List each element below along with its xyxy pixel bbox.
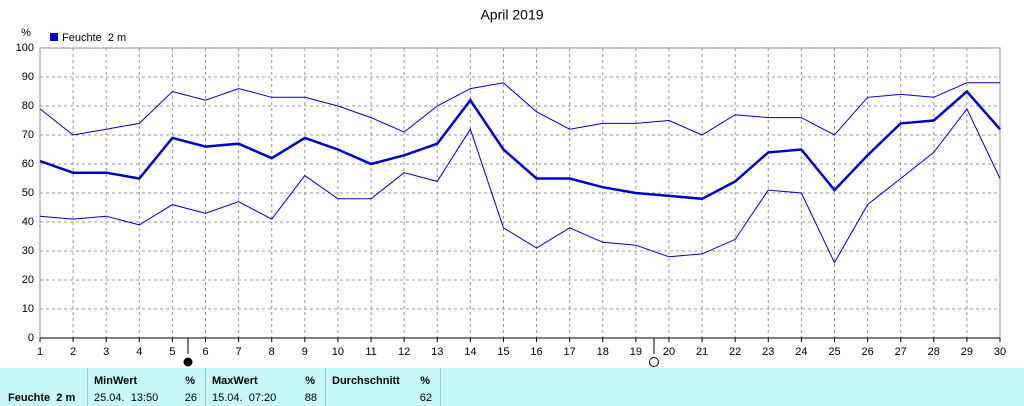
data-line (39, 107, 1001, 264)
x-tick-label: 7 (236, 346, 242, 358)
stat-cell: Durchschnitt% 62 (326, 368, 441, 406)
x-tick-label: 4 (136, 346, 142, 358)
x-tick-label: 17 (564, 346, 576, 358)
x-tick-label: 15 (497, 346, 509, 358)
x-tick-label: 9 (302, 346, 308, 358)
x-tick-label: 3 (103, 346, 109, 358)
stat-header: MinWert (94, 375, 138, 387)
y-unit: % (21, 27, 31, 39)
stat-time: 25.04. 13:50 (94, 392, 159, 404)
y-tick-label: 50 (22, 187, 34, 199)
x-tick-label: 20 (663, 346, 675, 358)
stat-value: 62 (419, 392, 432, 404)
x-tick-label: 11 (365, 346, 376, 358)
x-tick-label: 21 (696, 346, 708, 358)
stat-value: 26 (184, 392, 197, 404)
legend-label: Feuchte 2 m (62, 32, 126, 44)
y-tick-label: 0 (28, 332, 34, 344)
x-tick-label: 12 (398, 346, 410, 358)
x-tick-label: 2 (70, 346, 76, 358)
x-tick-label: 22 (729, 346, 741, 358)
y-tick-label: 100 (16, 42, 34, 54)
x-tick-label: 18 (597, 346, 609, 358)
legend-swatch (50, 33, 58, 41)
x-tick-label: 28 (928, 346, 940, 358)
data-line (39, 82, 1000, 136)
new-moon-icon (649, 357, 659, 367)
x-tick-label: 13 (431, 346, 443, 358)
x-tick-label: 14 (464, 346, 476, 358)
y-tick-label: 40 (22, 216, 34, 228)
x-tick-label: 26 (861, 346, 873, 358)
x-tick-label: 8 (269, 346, 275, 358)
y-tick-label: 60 (22, 158, 34, 170)
x-tick-label: 16 (530, 346, 542, 358)
chart-title: April 2019 (480, 7, 543, 23)
x-tick-label: 19 (630, 346, 642, 358)
stat-unit: % (185, 375, 195, 387)
y-tick-label: 10 (22, 303, 34, 315)
stats-table: Feuchte 2 m MinWert% 25.04. 13:50 26 MaxWer… (0, 368, 1024, 406)
y-tick-label: 70 (22, 129, 34, 141)
x-tick-label: 6 (202, 346, 208, 358)
x-tick-label: 23 (762, 346, 774, 358)
stat-unit: % (420, 375, 430, 387)
stat-header: Durchschnitt (332, 375, 400, 387)
y-tick-label: 90 (22, 71, 34, 83)
full-moon-icon (183, 357, 193, 367)
y-tick-label: 20 (22, 274, 34, 286)
y-tick-label: 30 (22, 245, 34, 257)
x-tick-label: 10 (332, 346, 344, 358)
x-tick-label: 27 (895, 346, 907, 358)
stat-cell: MinWert% 25.04. 13:50 26 (88, 368, 206, 406)
x-tick-label: 29 (961, 346, 973, 358)
stat-header: MaxWert (212, 375, 258, 387)
x-tick-label: 30 (994, 346, 1006, 358)
stat-cell: MaxWert% 15.04. 07:20 88 (206, 368, 326, 406)
x-tick-label: 5 (169, 346, 175, 358)
stat-time: 15.04. 07:20 (212, 392, 277, 404)
x-tick-label: 1 (37, 346, 43, 358)
stat-unit: % (305, 375, 315, 387)
x-tick-label: 25 (828, 346, 840, 358)
data-line (39, 89, 1001, 201)
y-tick-label: 80 (22, 100, 34, 112)
stat-value: 88 (304, 392, 317, 404)
x-tick-label: 24 (795, 346, 807, 358)
row-cell: Feuchte 2 m (0, 368, 88, 406)
row-label: Feuchte 2 m (8, 392, 76, 404)
